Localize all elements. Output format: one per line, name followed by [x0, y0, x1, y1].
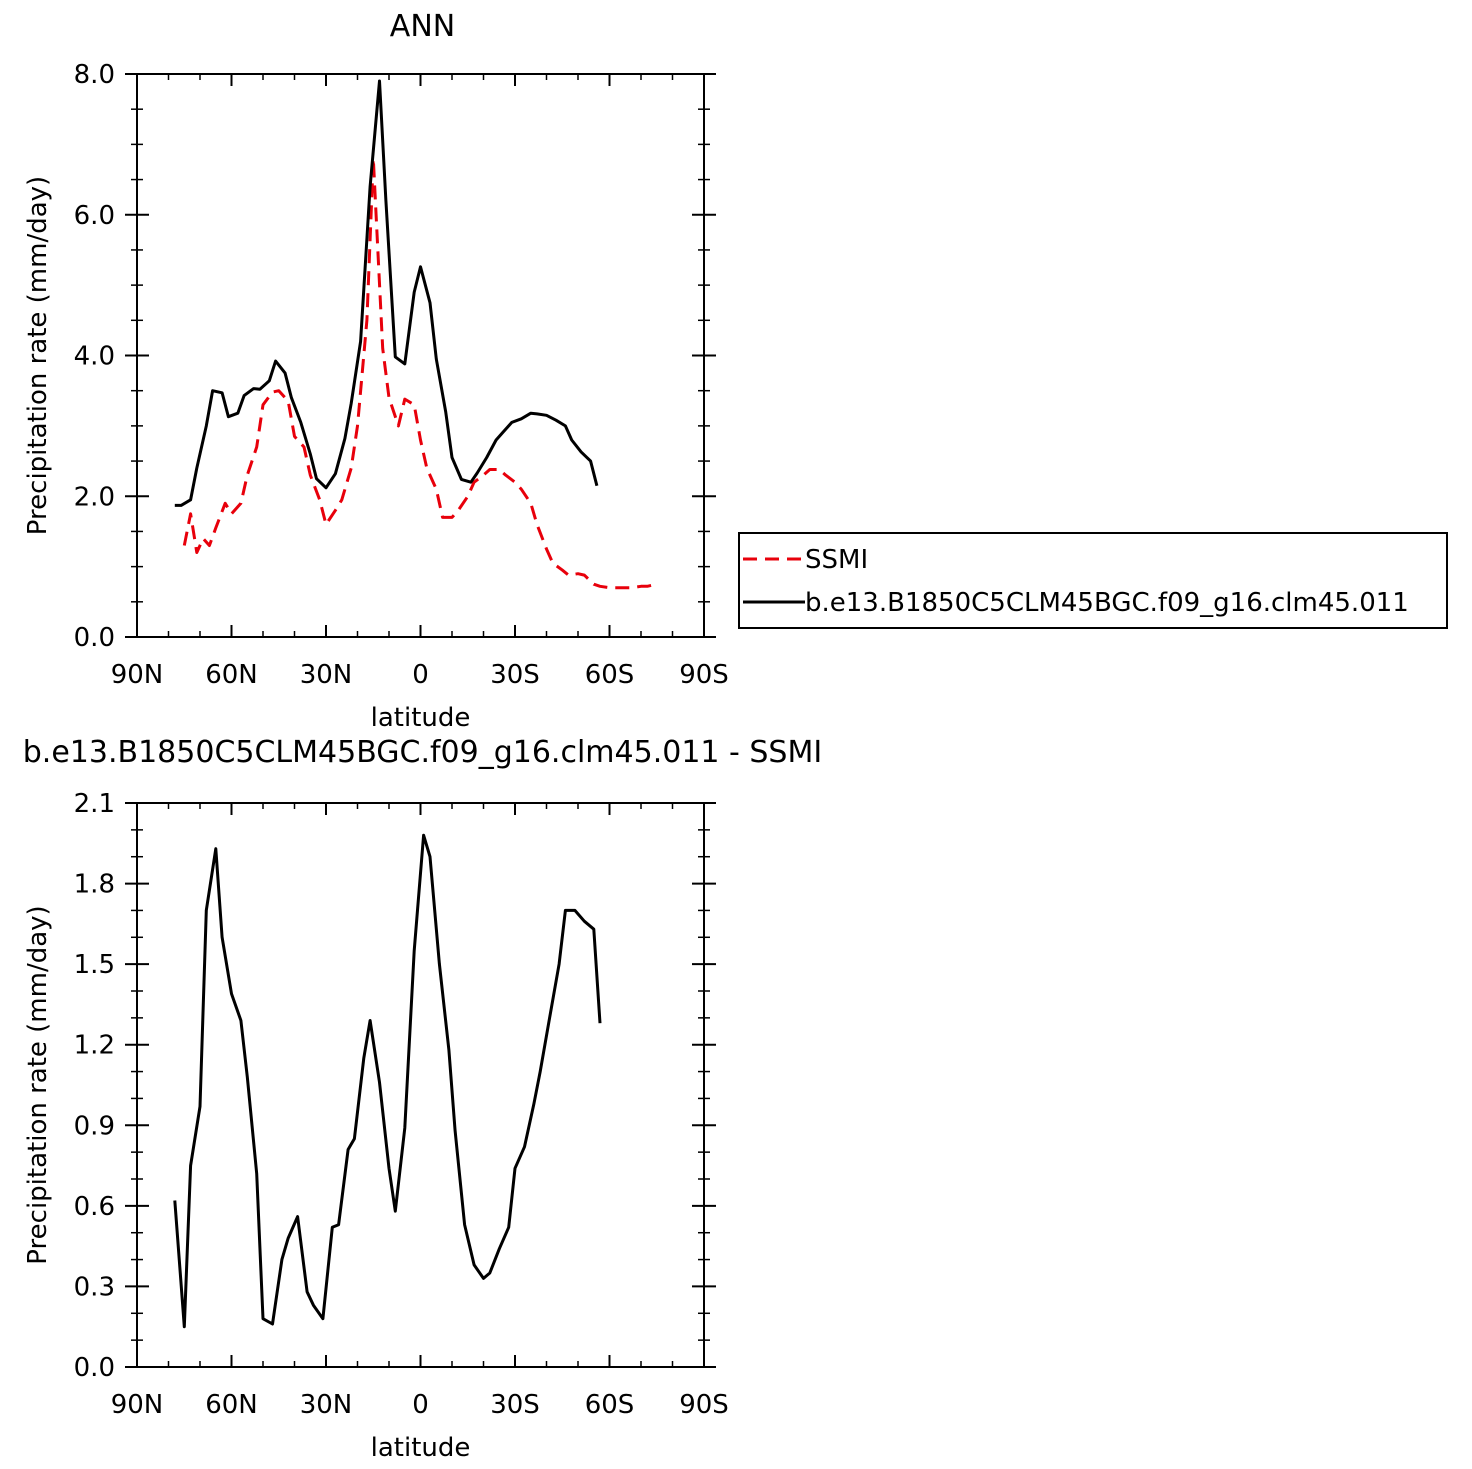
y-tick-label: 1.5 [74, 950, 115, 980]
legend: SSMI b.e13.B1850C5CLM45BGC.f09_g16.clm45.… [738, 532, 1448, 629]
y-tick-label: 2.0 [74, 482, 115, 512]
x-tick-label: 30S [490, 1390, 540, 1420]
x-axis-label: latitude [371, 703, 471, 733]
x-tick-label: 90S [679, 1390, 729, 1420]
x-tick-label: 0 [412, 1390, 429, 1420]
y-tick-label: 6.0 [74, 201, 115, 231]
y-tick-label: 8.0 [74, 60, 115, 90]
y-tick-label: 0.6 [74, 1192, 115, 1222]
y-tick-label: 0.3 [74, 1272, 115, 1302]
x-tick-label: 30N [300, 1390, 353, 1420]
y-tick-label: 0.0 [74, 1353, 115, 1383]
x-tick-label: 90N [111, 1390, 164, 1420]
x-tick-label: 60S [585, 660, 635, 690]
y-axis-label: Precipitation rate (mm/day) [23, 176, 53, 535]
legend-box [738, 532, 1448, 629]
x-tick-label: 60N [205, 660, 258, 690]
series-line [174, 79, 599, 507]
legend-entry: SSMI [805, 545, 868, 575]
y-tick-label: 0.0 [74, 623, 115, 653]
bottom-panel: 90N 60N 30N 0 30S 60S 90S 0.0 0.3 0.6 0.9 1.2 1.5 1.8… [23, 735, 822, 1463]
x-tick-label: 30S [490, 660, 540, 690]
x-tick-label: 0 [412, 660, 429, 690]
x-tick-label: 90N [111, 660, 164, 690]
y-axis-label: Precipitation rate (mm/day) [23, 905, 53, 1264]
x-tick-label: 90S [679, 660, 729, 690]
x-tick-label: 60S [585, 1390, 635, 1420]
plot-frame [136, 73, 705, 638]
x-axis-label: latitude [371, 1433, 471, 1463]
legend-entry: b.e13.B1850C5CLM45BGC.f09_g16.clm45.011 [805, 588, 1409, 618]
series-line [182, 156, 658, 590]
chart-title: b.e13.B1850C5CLM45BGC.f09_g16.clm45.011 … [23, 735, 822, 770]
series-line [173, 833, 602, 1329]
y-tick-label: 4.0 [74, 342, 115, 372]
x-tick-label: 60N [205, 1390, 258, 1420]
y-tick-label: 1.2 [74, 1031, 115, 1061]
chart-title: ANN [390, 9, 455, 44]
x-tick-label: 30N [300, 660, 353, 690]
y-tick-label: 2.1 [74, 789, 115, 819]
y-tick-label: 0.9 [74, 1111, 115, 1141]
top-panel: 90N 60N 30N 0 30S 60S 90S 0.0 2.0 4.0 6.0 8.0 ANN lat… [23, 9, 729, 733]
y-tick-label: 1.8 [74, 870, 115, 900]
